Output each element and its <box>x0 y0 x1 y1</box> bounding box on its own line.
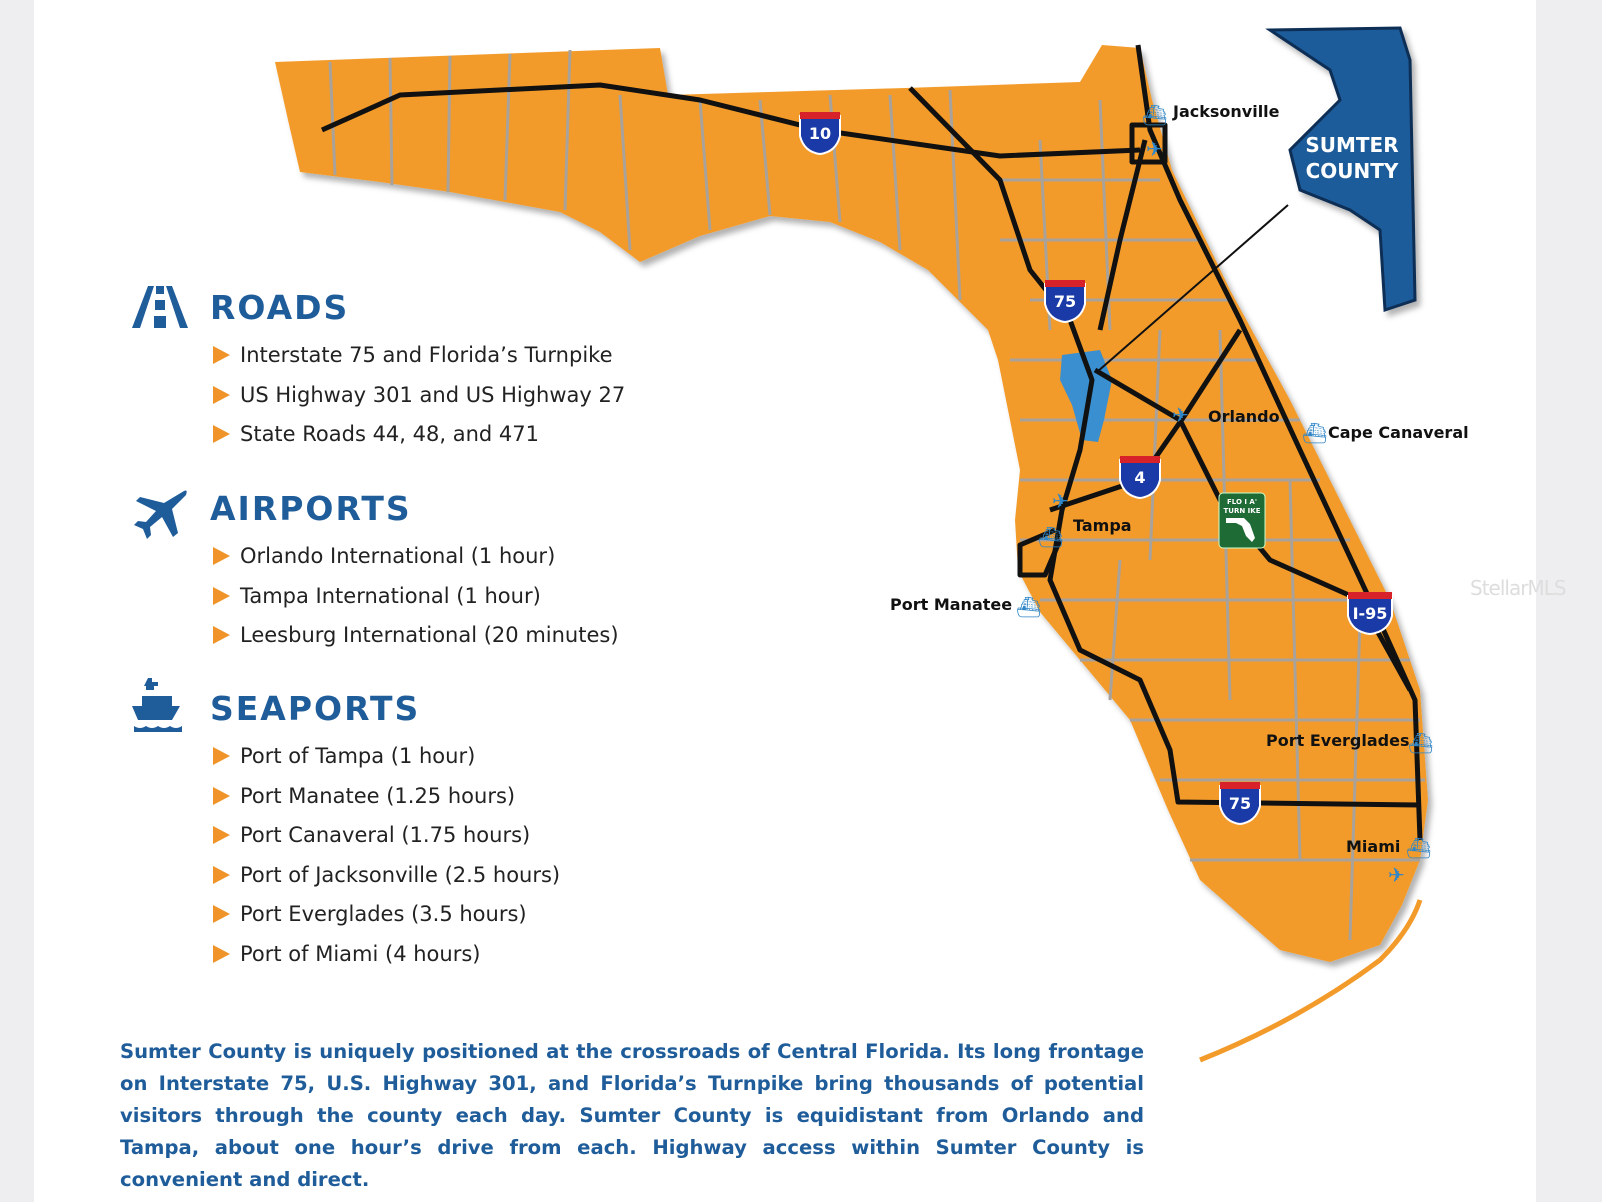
ship-icon: ⛴ <box>1038 525 1063 549</box>
bullet-arrow-icon <box>213 586 230 605</box>
svg-text:I-95: I-95 <box>1353 604 1388 623</box>
ship-icon: ⛴ <box>1016 595 1041 619</box>
florida-state-shape <box>275 45 1428 962</box>
airplane-icon: ✈ <box>1052 489 1069 513</box>
bullet-arrow-icon <box>213 626 230 644</box>
florida-keys <box>1199 899 1423 1063</box>
bullet-arrow-icon <box>213 547 230 565</box>
section-title: ROADS <box>210 288 350 327</box>
bullet-arrow-icon <box>213 786 230 805</box>
bullet-arrow-icon <box>213 905 230 923</box>
section-title: AIRPORTS <box>210 489 412 528</box>
ship-icon: ⛴ <box>1406 836 1431 860</box>
callout-label-2: COUNTY <box>1306 159 1399 183</box>
i95-shield: I-95 <box>1347 592 1393 636</box>
airplane-icon <box>134 490 187 539</box>
ship-icon <box>132 678 182 732</box>
list-item: Port of Miami (4 hours) <box>210 939 560 979</box>
svg-text:FLO I A': FLO I A' <box>1227 498 1257 506</box>
city-label-orlando: Orlando <box>1208 407 1280 426</box>
road-icon <box>132 286 188 328</box>
airplane-icon: ✈ <box>1388 863 1405 887</box>
list-item: Port of Jacksonville (2.5 hours) <box>210 860 560 900</box>
sumter-county-callout-shape <box>1265 26 1417 313</box>
section-title: SEAPORTS <box>210 689 421 728</box>
i75-route <box>908 86 1421 808</box>
callout-pointer <box>1096 204 1289 373</box>
i4-route <box>1049 328 1243 513</box>
svg-text:4: 4 <box>1134 468 1145 487</box>
i10-shield: 10 <box>799 112 841 156</box>
city-label-port-everglades: Port Everglades <box>1266 731 1410 750</box>
ship-icon: ⛴ <box>1408 731 1433 755</box>
ship-icon: ⛴ <box>1302 421 1327 445</box>
svg-text:TURN IKE: TURN IKE <box>1224 507 1261 515</box>
map-markers: ⛴ ✈ ✈ ⛴ ✈ ⛴ ⛴ ⛴ ⛴ ✈ <box>1016 103 1433 887</box>
description-paragraph: Sumter County is uniquely positioned at … <box>120 1040 1144 1191</box>
us301-route <box>1097 139 1148 331</box>
city-label-tampa: Tampa <box>1073 516 1132 535</box>
watermark: StellarMLS <box>1470 576 1567 600</box>
city-label-port-manatee: Port Manatee <box>890 595 1013 614</box>
page-margin-left <box>0 0 34 1202</box>
svg-text:75: 75 <box>1229 794 1251 813</box>
list-item: Orlando International (1 hour) <box>210 541 619 581</box>
county-lines <box>328 49 1425 941</box>
list-item: Port Everglades (3.5 hours) <box>210 899 560 939</box>
i75-north-shield: 75 <box>1044 280 1086 324</box>
jax-loop <box>1129 122 1168 165</box>
airplane-icon: ✈ <box>1172 403 1189 427</box>
bullet-arrow-icon <box>213 747 230 765</box>
tampa-loop <box>1017 527 1063 578</box>
svg-text:75: 75 <box>1054 292 1076 311</box>
city-label-cape-canaveral: Cape Canaveral <box>1328 423 1469 442</box>
bullet-arrow-icon <box>213 425 230 443</box>
ship-icon: ⛴ <box>1142 103 1167 127</box>
bullet-arrow-icon <box>213 346 230 364</box>
i4-shield: 4 <box>1119 456 1161 500</box>
city-label-miami: Miami <box>1346 837 1401 856</box>
list-item: Port of Tampa (1 hour) <box>210 741 560 781</box>
bullet-arrow-icon <box>213 826 230 844</box>
list-item: Tampa International (1 hour) <box>210 581 619 621</box>
list-item: State Roads 44, 48, and 471 <box>210 419 625 459</box>
callout-label-1: SUMTER <box>1305 133 1398 157</box>
i10-route <box>320 82 1141 159</box>
list-item: Leesburg International (20 minutes) <box>210 620 619 660</box>
svg-text:10: 10 <box>809 124 831 143</box>
page-margin-right <box>1536 0 1602 1202</box>
bullet-arrow-icon <box>213 865 230 884</box>
airplane-icon: ✈ <box>1146 137 1163 161</box>
city-label-jacksonville: Jacksonville <box>1173 102 1280 121</box>
bullet-arrow-icon <box>213 944 230 963</box>
bullet-arrow-icon <box>213 385 230 404</box>
list-item: Port Manatee (1.25 hours) <box>210 781 560 821</box>
list-item: US Highway 301 and US Highway 27 <box>210 380 625 420</box>
turnpike-sign: FLO I A'TURN IKE <box>1218 492 1266 549</box>
list-item: Port Canaveral (1.75 hours) <box>210 820 560 860</box>
list-item: Interstate 75 and Florida’s Turnpike <box>210 340 625 380</box>
i75-south-shield: 75 <box>1219 782 1261 826</box>
